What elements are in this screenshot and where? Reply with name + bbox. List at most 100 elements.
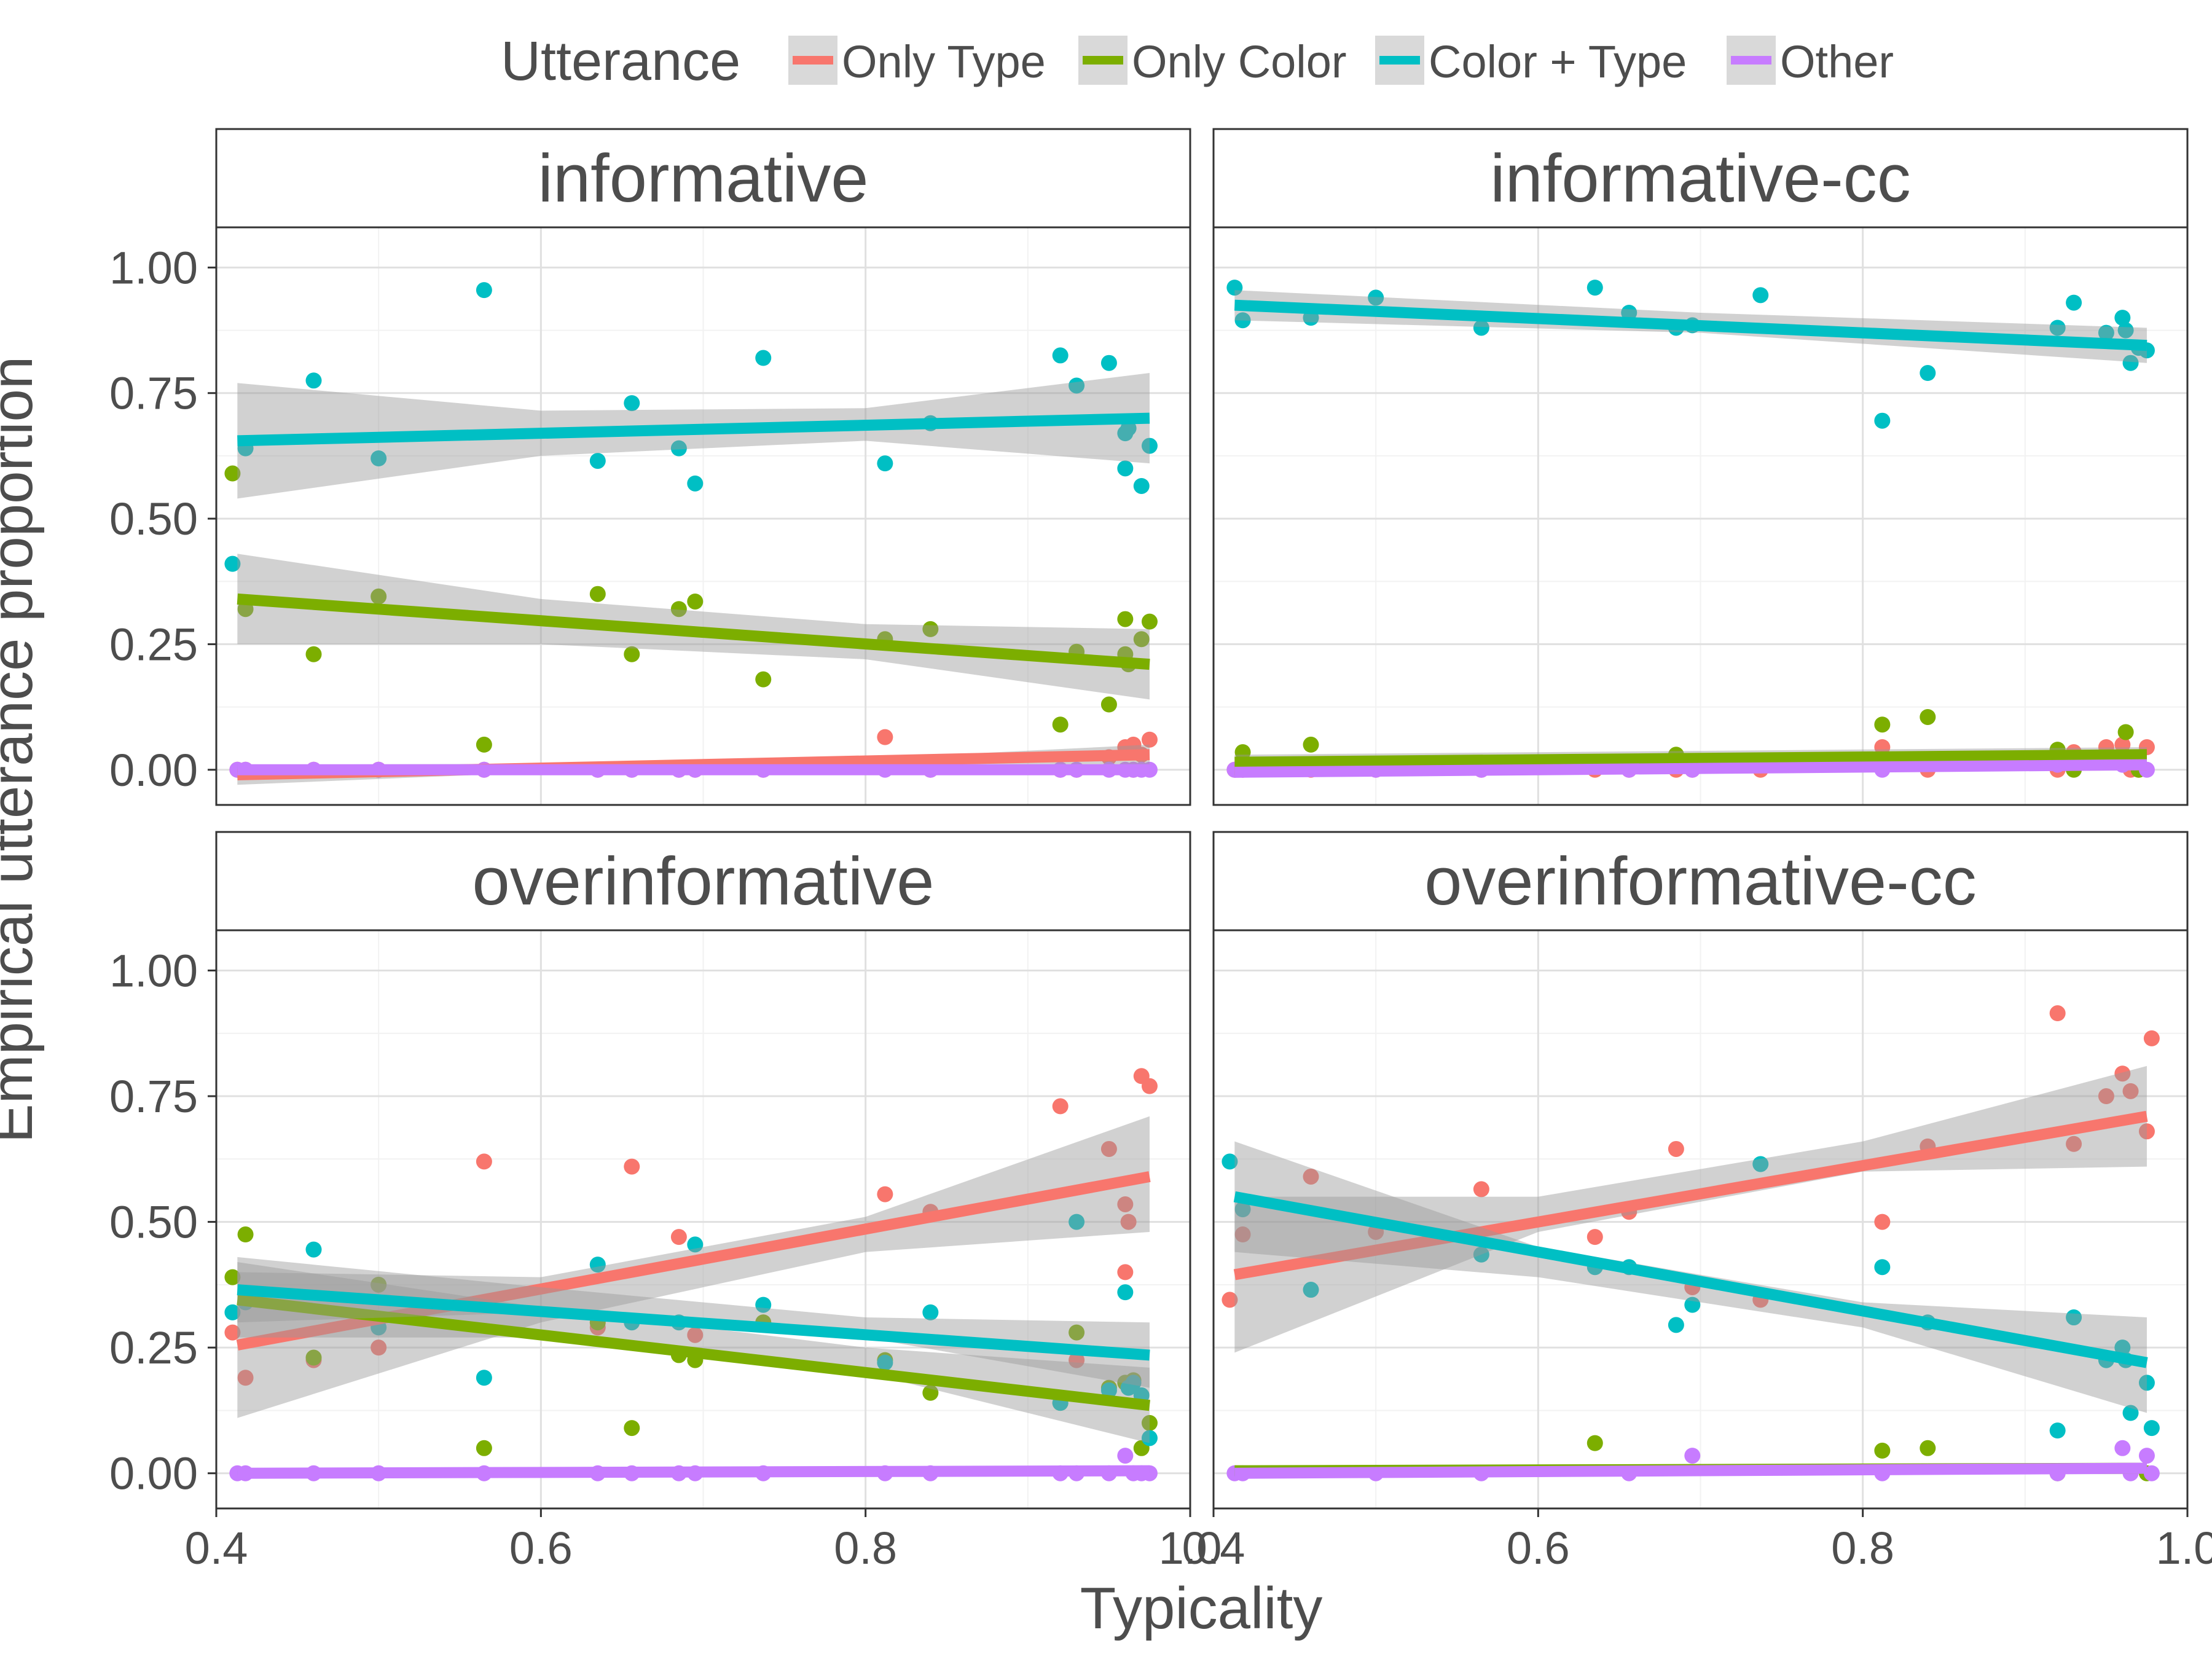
x-tick-label: 1.0 xyxy=(2156,1523,2212,1574)
data-point xyxy=(687,593,704,610)
data-point xyxy=(1133,477,1150,494)
facet-strip xyxy=(1212,831,2189,931)
fit-other xyxy=(237,764,1150,775)
data-point xyxy=(1668,1317,1684,1333)
y-tick-label: 0.75 xyxy=(109,1071,198,1122)
trend-line xyxy=(237,1465,1150,1479)
confidence-band xyxy=(237,1116,1150,1418)
y-tick-label: 0.75 xyxy=(109,368,198,419)
data-point xyxy=(670,601,687,618)
data-point xyxy=(371,588,387,605)
data-point xyxy=(1234,1201,1251,1218)
series-layer xyxy=(1222,1005,2160,1481)
x-tick-label: 0.6 xyxy=(1507,1523,1570,1574)
x-axis: 0.4 0.6 0.8 1.0 xyxy=(1182,1508,2212,1574)
fit-other xyxy=(1234,1462,2147,1479)
data-point xyxy=(1586,280,1603,296)
legend-item-label: Other xyxy=(1780,36,1894,87)
data-point xyxy=(1368,289,1384,306)
data-point xyxy=(1141,731,1158,748)
data-point xyxy=(1141,1414,1158,1431)
data-point xyxy=(1473,320,1489,336)
data-point xyxy=(755,671,772,688)
data-point xyxy=(2138,1375,2155,1391)
data-point xyxy=(2143,1465,2160,1481)
data-point xyxy=(2122,355,2139,371)
data-point xyxy=(1069,1352,1085,1368)
data-point xyxy=(877,1186,893,1202)
data-point xyxy=(1234,312,1251,329)
fit-color-type xyxy=(237,373,1150,499)
data-point xyxy=(1668,1140,1684,1157)
data-point xyxy=(922,1384,939,1401)
trend-line xyxy=(237,1284,1150,1361)
data-point xyxy=(2114,1440,2131,1456)
trend-line xyxy=(237,412,1150,447)
data-point xyxy=(1234,744,1251,761)
data-point xyxy=(476,736,492,753)
data-point xyxy=(1874,1214,1891,1230)
data-point xyxy=(624,395,640,412)
data-point xyxy=(877,1354,893,1371)
data-point xyxy=(1117,611,1134,627)
data-point xyxy=(2066,1135,2082,1152)
data-point xyxy=(1684,1296,1701,1313)
data-point xyxy=(1120,1214,1137,1230)
legend-item-label: Only Type xyxy=(842,36,1046,87)
x-tick-label: 0.6 xyxy=(509,1523,573,1574)
data-point xyxy=(1117,1264,1134,1281)
data-point xyxy=(589,586,606,602)
facet-strip-label: overinformative-cc xyxy=(1424,844,1977,919)
legend-item-other: Other xyxy=(1727,36,1894,87)
series-layer xyxy=(224,1068,1158,1481)
data-point xyxy=(1920,708,1936,725)
y-axis: 0.00 0.25 0.50 0.75 1.00 xyxy=(109,945,216,1499)
data-point xyxy=(1141,1430,1158,1446)
trend-line xyxy=(1233,1191,2148,1368)
panel-border xyxy=(215,929,1191,1510)
data-point xyxy=(2114,736,2131,753)
data-point xyxy=(2098,1088,2114,1105)
data-point xyxy=(1117,1196,1134,1212)
data-point xyxy=(670,440,687,457)
data-point xyxy=(1684,1448,1701,1464)
data-point xyxy=(1100,696,1117,713)
data-point xyxy=(687,475,704,492)
legend: Utterance Only Type Only Color Color + T… xyxy=(501,31,1894,92)
data-point xyxy=(476,282,492,299)
trend-line xyxy=(237,1294,1150,1411)
data-point xyxy=(1226,280,1243,296)
data-point xyxy=(1141,437,1158,454)
data-point xyxy=(305,646,322,662)
data-point xyxy=(1141,1078,1158,1094)
series-layer xyxy=(224,282,1158,785)
data-point xyxy=(1586,1229,1603,1245)
gridlines xyxy=(1212,227,2189,805)
data-point xyxy=(224,555,241,572)
data-point xyxy=(2138,1123,2155,1140)
data-point xyxy=(755,350,772,366)
legend-item-label: Only Color xyxy=(1132,36,1347,87)
data-point xyxy=(2143,1420,2160,1437)
data-point xyxy=(687,1327,704,1343)
trend-line xyxy=(237,593,1150,670)
data-point xyxy=(877,455,893,472)
facet-strip xyxy=(1212,128,2189,229)
data-point xyxy=(922,621,939,637)
data-point xyxy=(1069,1214,1085,1230)
data-point xyxy=(589,1257,606,1273)
data-point xyxy=(2049,1422,2066,1439)
data-point xyxy=(224,465,241,482)
facet-strip xyxy=(215,831,1191,931)
confidence-band xyxy=(237,373,1150,499)
legend-item-only-color: Only Color xyxy=(1078,36,1347,87)
facet-panel-informative-cc: informative-cc xyxy=(1212,128,2189,806)
y-tick-label: 0.00 xyxy=(109,745,198,796)
data-point xyxy=(2098,324,2114,341)
trend-line xyxy=(1233,1110,2148,1281)
data-point xyxy=(589,453,606,469)
data-point xyxy=(624,646,640,662)
data-point xyxy=(1052,716,1069,733)
data-point xyxy=(2138,1448,2155,1464)
